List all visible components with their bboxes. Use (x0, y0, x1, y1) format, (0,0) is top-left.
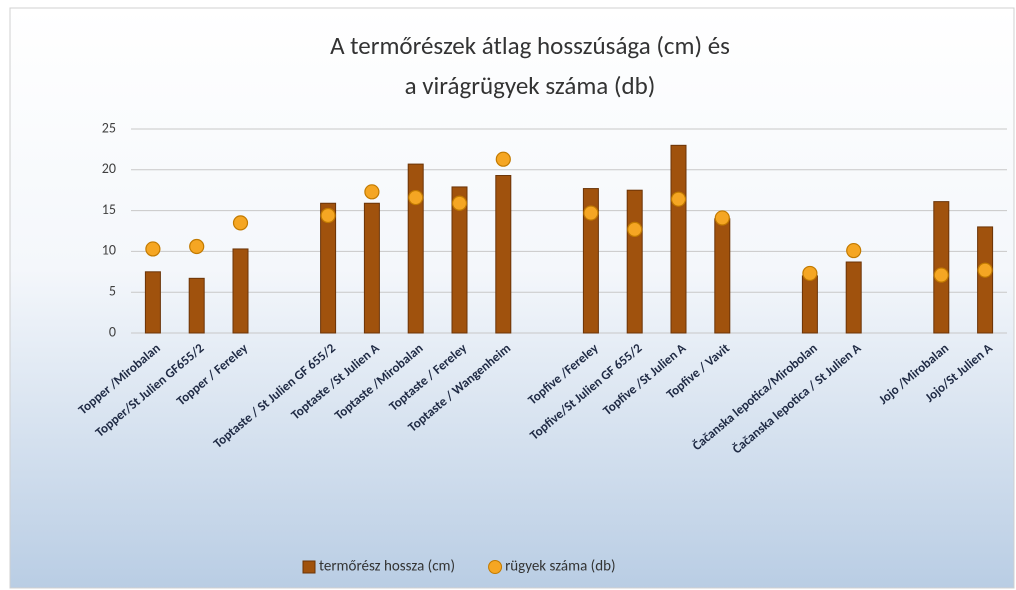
dot (189, 238, 205, 255)
dot (583, 205, 599, 221)
bar (363, 202, 380, 334)
bar (451, 186, 468, 334)
bar (407, 163, 424, 334)
dot (451, 195, 468, 211)
bar (320, 202, 337, 334)
dot (714, 210, 730, 226)
bar (495, 175, 512, 334)
bar (714, 218, 731, 334)
dot (145, 241, 161, 257)
y-tick-label: 20 (102, 160, 116, 177)
chart-title: a virágrügyek száma (db) (405, 70, 656, 101)
dot (364, 184, 380, 200)
dot (846, 242, 862, 259)
legend-label: termőrész hossza (cm) (319, 558, 455, 576)
dot (495, 151, 511, 167)
y-tick-label: 10 (102, 242, 116, 259)
y-tick-label: 25 (102, 119, 116, 136)
dot (627, 221, 643, 237)
bar (845, 261, 862, 334)
dot (232, 215, 249, 231)
chart-title: A termőrészek átlag hosszúsága (cm) és (330, 30, 730, 61)
bar (626, 189, 643, 334)
bar (801, 275, 818, 334)
bar (144, 271, 161, 334)
bar (232, 248, 249, 334)
dot (933, 267, 949, 283)
dot (802, 265, 818, 282)
y-tick-label: 0 (109, 323, 116, 340)
bar (670, 144, 687, 334)
dot (320, 207, 336, 224)
bar (188, 277, 205, 334)
dot (977, 262, 993, 278)
legend-swatch (488, 560, 503, 574)
legend-swatch (302, 560, 316, 574)
y-tick-label: 5 (109, 283, 116, 300)
dot (670, 191, 687, 207)
dot (408, 189, 424, 206)
bar (977, 226, 994, 334)
y-tick-label: 15 (102, 201, 116, 218)
legend-label: rügyek száma (db) (505, 558, 615, 576)
bar (933, 201, 950, 334)
bar (582, 188, 599, 334)
